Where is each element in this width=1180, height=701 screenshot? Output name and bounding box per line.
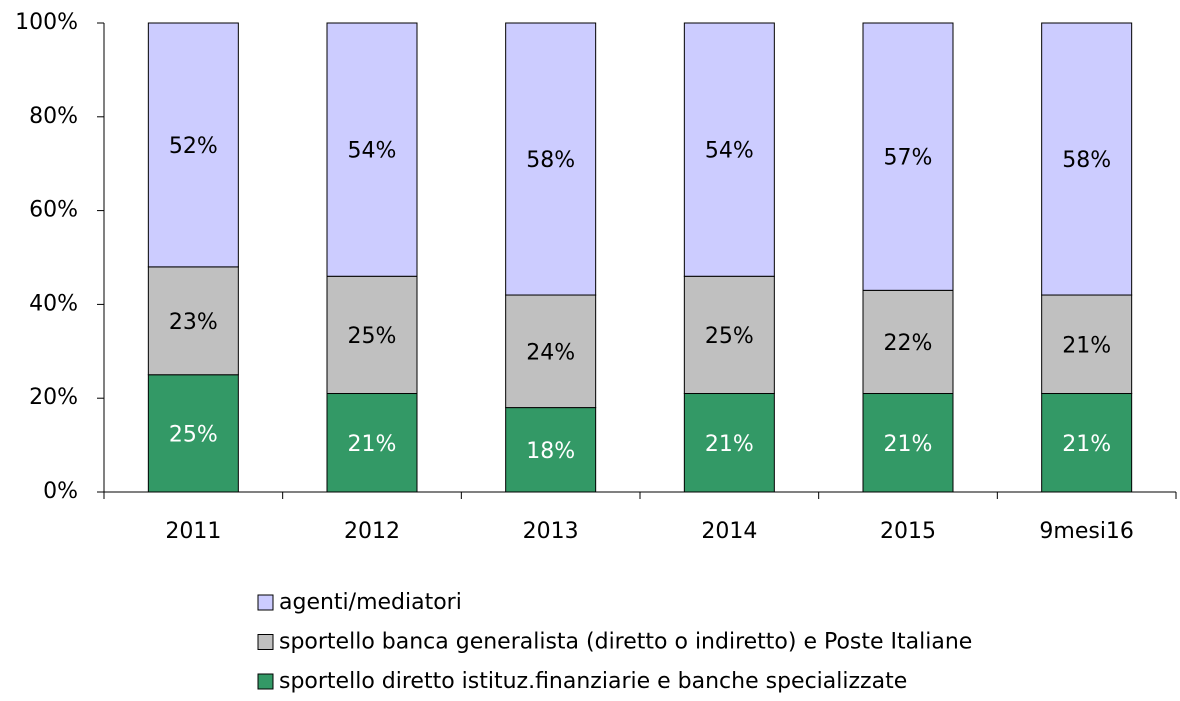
y-tick-label: 0% [43, 479, 78, 504]
bar-segment [683, 22, 775, 277]
y-tick-label: 60% [29, 198, 78, 223]
legend-swatch [257, 634, 274, 650]
value-label: 22% [884, 331, 933, 356]
x-tick-label: 2013 [523, 519, 579, 544]
value-label: 21% [1062, 333, 1111, 358]
legend-label: sportello banca generalista (diretto o i… [279, 630, 972, 655]
y-tick-label: 80% [29, 104, 78, 129]
bar-segment [862, 393, 954, 493]
bar-segment [326, 275, 418, 395]
value-label: 21% [705, 432, 754, 457]
x-tick-label: 2014 [701, 519, 757, 544]
value-label: 24% [526, 340, 575, 365]
bar-segment [147, 266, 239, 376]
x-tick-label: 2012 [344, 519, 400, 544]
bar-segment [505, 294, 597, 409]
value-label: 58% [526, 148, 575, 173]
value-label: 25% [348, 324, 397, 349]
bar-segment [862, 289, 954, 395]
value-label: 54% [348, 139, 397, 164]
value-label: 25% [169, 422, 218, 447]
legend-label: sportello diretto istituz.finanziarie e … [279, 669, 907, 694]
bar-segment [147, 22, 239, 268]
value-label: 57% [884, 146, 933, 171]
bar-segment [683, 275, 775, 395]
value-label: 21% [1062, 432, 1111, 457]
value-label: 21% [348, 432, 397, 457]
legend-swatch [257, 673, 274, 690]
bar-segment [505, 22, 597, 296]
y-tick-label: 100% [15, 10, 78, 35]
value-label: 58% [1062, 148, 1111, 173]
bar-segment [1041, 393, 1133, 493]
value-label: 23% [169, 310, 218, 335]
bar-segment [147, 374, 239, 493]
bar-segment [326, 393, 418, 493]
value-label: 52% [169, 134, 218, 159]
bar-segment [1041, 22, 1133, 296]
x-tick-label: 2011 [165, 519, 221, 544]
bar-segment [862, 22, 954, 291]
value-label: 25% [705, 324, 754, 349]
value-label: 21% [884, 432, 933, 457]
value-label: 18% [526, 439, 575, 464]
bar-segment [1041, 294, 1133, 395]
bar-segment [683, 393, 775, 493]
legend-swatch [257, 594, 274, 611]
y-tick-label: 40% [29, 291, 78, 316]
value-label: 54% [705, 139, 754, 164]
x-tick-label: 2015 [880, 519, 936, 544]
bar-segment [326, 22, 418, 277]
y-tick-label: 20% [29, 385, 78, 410]
x-tick-label: 9mesi16 [1039, 519, 1134, 544]
legend-label: agenti/mediatori [279, 590, 462, 615]
